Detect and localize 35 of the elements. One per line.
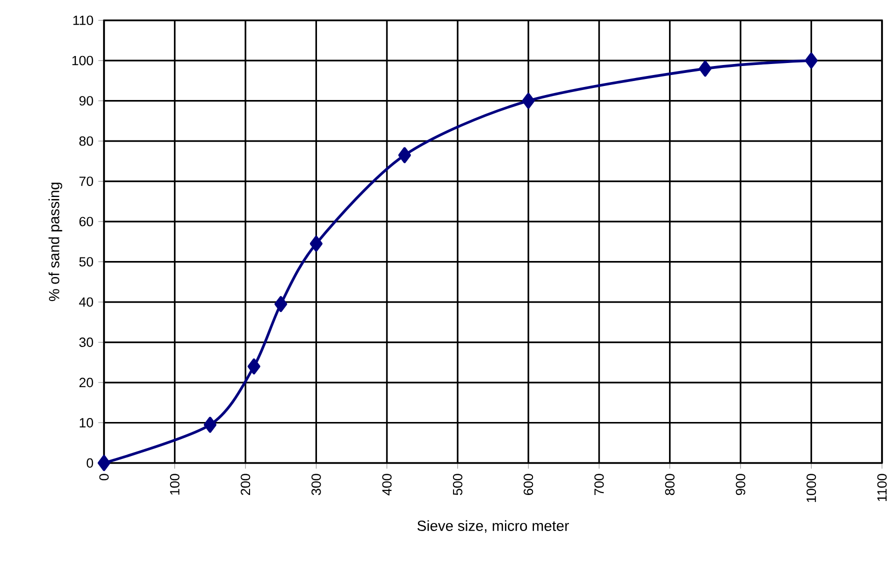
x-tick-label: 900	[736, 474, 746, 496]
x-tick-label: 800	[665, 474, 675, 496]
y-tick-label: 50	[79, 257, 94, 267]
x-tick-label: 700	[594, 474, 604, 495]
y-tick-label: 0	[86, 458, 94, 468]
y-tick-label: 60	[79, 216, 94, 226]
point	[804, 52, 818, 69]
y-tick-label: 90	[79, 96, 94, 106]
x-tick-label: 200	[240, 474, 250, 495]
point	[248, 358, 260, 374]
x-tick-label: 100	[170, 474, 180, 495]
point	[398, 147, 411, 164]
y-axis-title: % of sand passing	[48, 182, 62, 302]
point	[698, 60, 712, 77]
y-tick-label: 40	[79, 297, 94, 307]
x-tick-label: 1100	[877, 474, 887, 502]
x-tick-label: 500	[452, 474, 462, 496]
y-tick-label: 80	[79, 136, 94, 146]
y-tick-label: 70	[79, 176, 94, 186]
point	[274, 296, 288, 312]
x-tick-label: 1000	[806, 474, 816, 502]
x-tick-label: 0	[99, 474, 109, 480]
x-tick-label: 400	[382, 474, 392, 496]
x-axis-title: Sieve size, micro meter	[417, 520, 569, 533]
y-tick-label: 20	[79, 378, 94, 388]
x-tick-label: 600	[524, 474, 534, 495]
y-tick-label: 30	[79, 338, 94, 347]
point	[204, 416, 216, 433]
point	[98, 455, 110, 471]
y-tick-label: 100	[72, 56, 94, 66]
point	[522, 92, 535, 109]
y-tick-label: 110	[73, 16, 94, 26]
point	[310, 236, 323, 252]
x-tick-label: 300	[311, 474, 321, 496]
y-tick-label: 10	[80, 418, 94, 428]
